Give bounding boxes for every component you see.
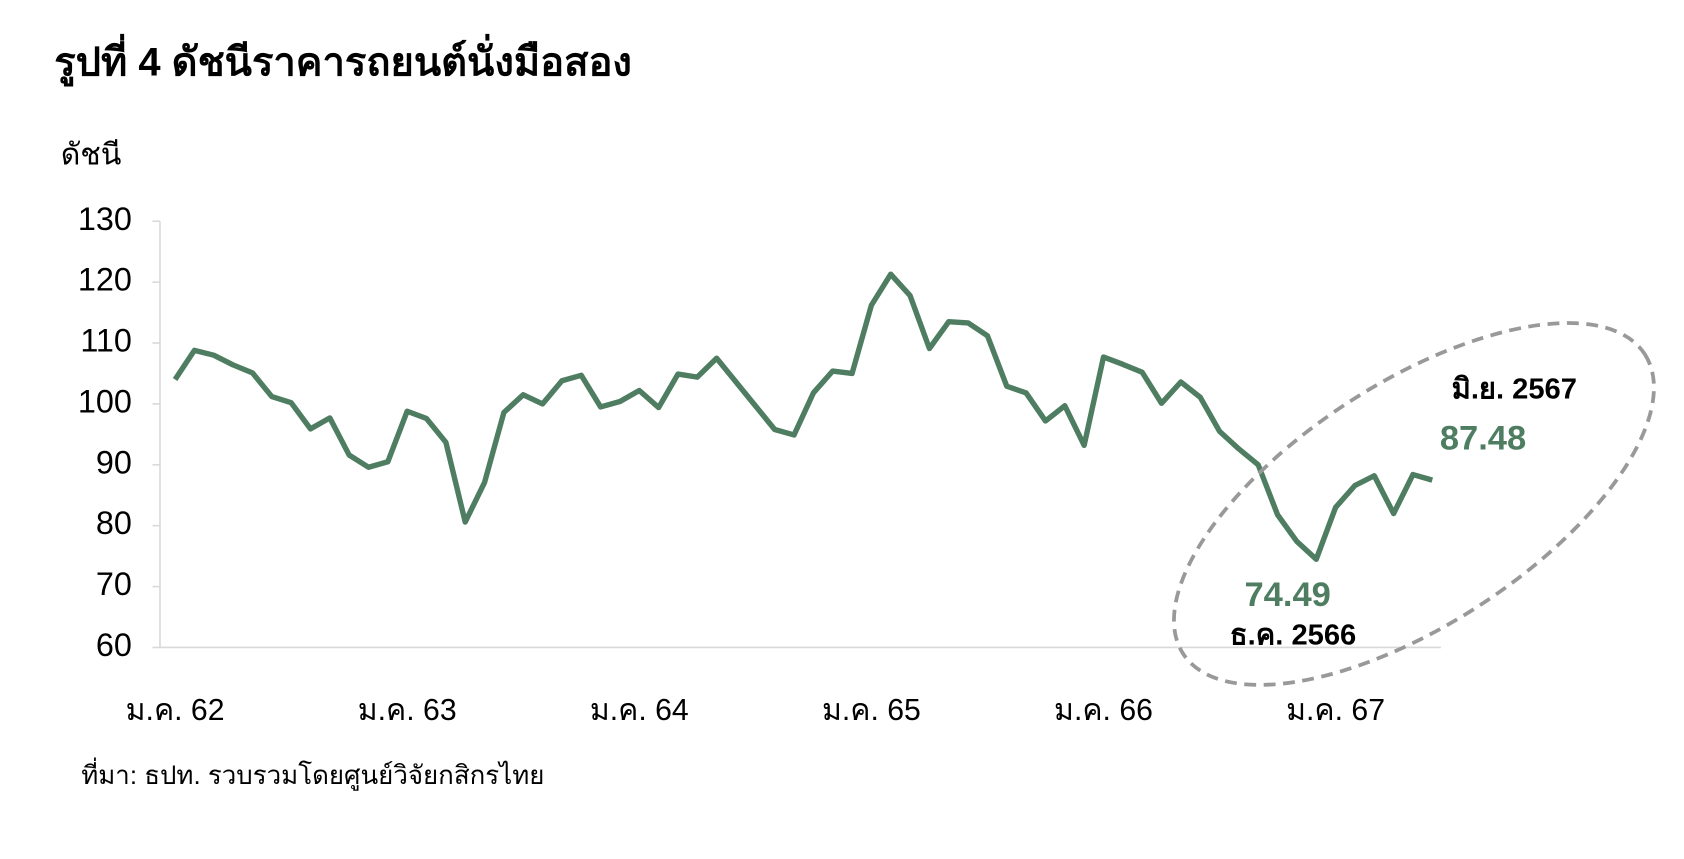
y-tick-label: 80 — [96, 505, 132, 541]
source-note: ที่มา: ธปท. รวบรวมโดยศูนย์วิจัยกสิกรไทย — [81, 757, 544, 791]
data-label: 74.49 — [1244, 576, 1330, 614]
x-tick-label: ม.ค. 65 — [822, 694, 921, 727]
x-tick-label: ม.ค. 62 — [126, 694, 225, 727]
y-tick-label: 70 — [96, 566, 132, 602]
data-label: 87.48 — [1440, 419, 1526, 457]
y-tick-label: 90 — [96, 444, 132, 480]
y-axis-label: ดัชนี — [61, 138, 122, 171]
highlight-ellipse — [1172, 321, 1656, 687]
x-tick-label: ม.ค. 63 — [358, 694, 457, 727]
y-tick-label: 110 — [80, 323, 132, 359]
chart-title: รูปที่ 4 ดัชนีราคารถยนต์นั่งมือสอง — [54, 33, 632, 86]
annotation: มิ.ย. 2567 — [1452, 373, 1577, 405]
annotation: ธ.ค. 2566 — [1230, 619, 1356, 651]
x-tick-label: ม.ค. 66 — [1054, 694, 1153, 727]
y-tick-label: 100 — [78, 383, 132, 419]
y-tick-label: 120 — [78, 262, 132, 298]
x-tick-label: ม.ค. 67 — [1286, 694, 1385, 727]
line-series — [172, 271, 1434, 562]
y-tick-label: 130 — [78, 201, 132, 237]
y-tick-label: 60 — [96, 627, 132, 663]
x-tick-label: ม.ค. 64 — [590, 694, 689, 727]
